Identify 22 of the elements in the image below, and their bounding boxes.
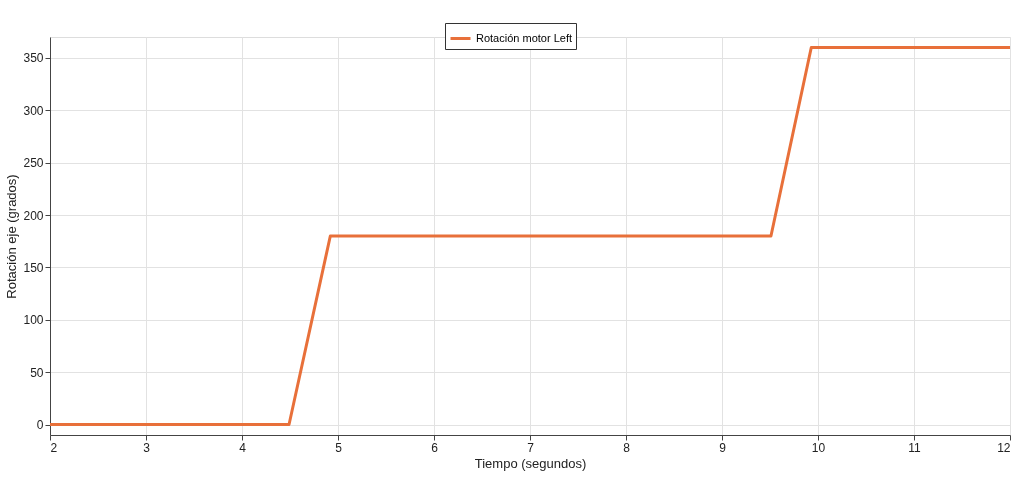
x-tick-label: 2 xyxy=(50,440,58,455)
x-tick-label: 12 xyxy=(997,440,1011,455)
x-tick-label: 5 xyxy=(335,440,343,455)
y-tick-label: 0 xyxy=(36,418,44,433)
x-tick-label: 6 xyxy=(431,440,439,455)
y-tick-label: 150 xyxy=(23,260,44,275)
x-tick-label: 3 xyxy=(143,440,151,455)
x-tick-label: 11 xyxy=(908,440,922,455)
y-tick-label: 50 xyxy=(30,365,44,380)
y-tick-label: 100 xyxy=(23,313,44,328)
y-tick-label: 200 xyxy=(23,208,44,223)
y-tick-label: 250 xyxy=(23,156,44,171)
x-axis-title: Tiempo (segundos) xyxy=(474,455,587,471)
x-tick-label: 7 xyxy=(527,440,535,455)
x-tick-label: 8 xyxy=(623,440,631,455)
y-tick-label: 300 xyxy=(23,103,44,118)
x-tick-label: 10 xyxy=(811,440,826,455)
y-tick-label: 350 xyxy=(23,51,44,66)
legend-label: Rotación motor Left xyxy=(476,31,572,44)
y-axis-title: Rotación eje (grados) xyxy=(4,174,20,299)
x-tick-label: 4 xyxy=(239,440,247,455)
x-tick-label: 9 xyxy=(719,440,727,455)
